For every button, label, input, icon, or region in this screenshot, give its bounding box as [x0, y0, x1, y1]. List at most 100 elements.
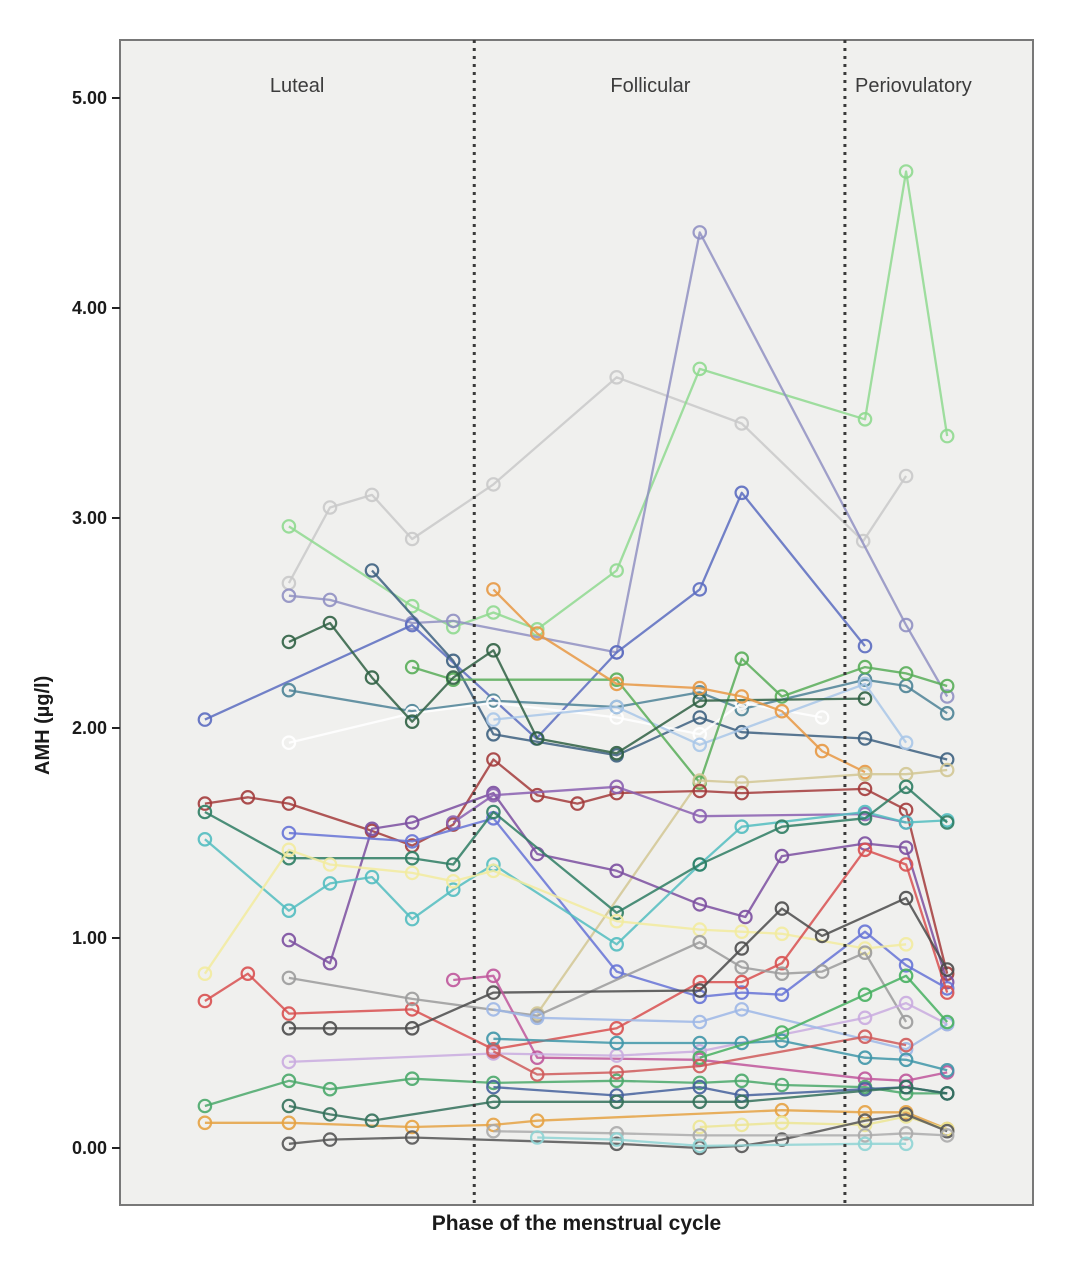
data-point-marker — [609, 563, 624, 578]
y-axis-title: AMH (µg/l) — [32, 675, 54, 775]
data-point-marker — [322, 857, 338, 872]
series-subject-01 — [281, 369, 914, 591]
series-subject-30 — [486, 1029, 914, 1082]
data-point-marker — [322, 876, 338, 891]
series-line — [204, 491, 866, 740]
data-point-marker — [486, 712, 501, 727]
data-point-marker — [692, 684, 708, 700]
data-point-marker — [486, 804, 501, 820]
data-point-marker — [609, 1094, 624, 1110]
data-point-marker — [364, 563, 380, 578]
data-point-marker — [609, 1136, 624, 1152]
data-point-marker — [939, 1086, 955, 1101]
y-tick-label: 0.00 — [72, 1138, 107, 1158]
data-point-marker — [486, 726, 501, 742]
data-point-marker — [774, 689, 790, 704]
data-point-marker — [364, 670, 380, 685]
data-point-marker — [486, 477, 501, 492]
data-point-marker — [609, 1035, 624, 1051]
data-point-marker — [529, 731, 545, 746]
data-point-marker — [734, 485, 750, 501]
data-point-marker — [898, 164, 914, 179]
data-point-marker — [529, 1010, 545, 1026]
data-point-marker — [404, 834, 420, 849]
data-point-marker — [529, 1113, 545, 1128]
data-point-marker — [609, 710, 624, 725]
data-point-marker — [857, 638, 873, 654]
series-subject-11 — [486, 582, 873, 780]
data-point-marker — [570, 796, 585, 811]
series-subject-36 — [529, 1130, 914, 1154]
data-point-marker — [322, 955, 338, 971]
data-point-marker — [240, 966, 256, 981]
series-subject-20 — [197, 842, 955, 1057]
data-point-marker — [857, 1128, 873, 1143]
data-point-marker — [609, 1073, 624, 1089]
data-point-marker — [857, 842, 873, 858]
data-point-marker — [281, 1006, 297, 1021]
data-point-marker — [857, 691, 873, 706]
data-point-marker — [939, 1063, 955, 1078]
data-point-marker — [898, 666, 914, 681]
data-point-marker — [609, 369, 624, 385]
data-point-marker — [734, 775, 750, 790]
data-point-marker — [240, 789, 256, 805]
series-line — [288, 817, 948, 998]
data-point-marker — [364, 1113, 380, 1128]
data-point-marker — [322, 500, 338, 515]
data-point-marker — [322, 1132, 338, 1147]
series-line — [493, 682, 908, 746]
data-point-marker — [486, 1123, 501, 1139]
data-point-marker — [609, 1065, 624, 1080]
series-subject-22 — [281, 890, 955, 1036]
data-point-marker — [609, 645, 624, 660]
data-point-marker — [281, 1021, 297, 1036]
data-point-marker — [734, 416, 750, 431]
data-point-marker — [734, 1073, 750, 1089]
data-point-marker — [774, 966, 790, 981]
data-point-marker — [486, 1075, 501, 1091]
data-point-marker — [939, 1128, 955, 1143]
data-point-marker — [734, 924, 750, 939]
data-point-marker — [281, 842, 297, 858]
data-point-marker — [692, 1058, 708, 1074]
data-point-marker — [404, 815, 420, 830]
data-point-marker — [609, 905, 624, 921]
data-point-marker — [898, 1079, 914, 1095]
data-point-marker — [609, 913, 624, 929]
data-point-marker — [774, 1077, 790, 1093]
data-point-marker — [322, 1021, 338, 1036]
data-point-marker — [692, 1075, 708, 1091]
data-point-marker — [281, 796, 297, 811]
data-point-marker — [609, 936, 624, 952]
data-point-marker — [609, 676, 624, 692]
data-point-marker — [486, 1117, 501, 1133]
data-point-marker — [322, 615, 338, 631]
data-point-marker — [734, 1094, 750, 1110]
data-point-marker — [281, 825, 297, 841]
data-point-marker — [898, 936, 914, 952]
data-point-marker — [529, 621, 545, 637]
data-point-marker — [692, 680, 708, 696]
series-line — [287, 376, 908, 584]
data-point-marker — [404, 1021, 420, 1036]
series-line — [537, 1136, 907, 1148]
data-point-marker — [692, 726, 708, 742]
data-point-marker — [692, 1138, 708, 1154]
data-point-marker — [939, 1014, 955, 1030]
data-point-marker — [281, 519, 297, 534]
series-subject-33 — [281, 1079, 955, 1128]
data-point-marker — [692, 857, 708, 872]
data-point-marker — [404, 659, 420, 675]
data-point-marker — [898, 815, 914, 830]
data-point-marker — [857, 1071, 873, 1086]
data-point-marker — [857, 945, 873, 960]
data-point-marker — [692, 783, 708, 799]
series-line — [288, 231, 949, 698]
data-point-marker — [738, 909, 753, 925]
data-point-marker — [898, 890, 914, 906]
data-point-marker — [404, 531, 420, 547]
data-point-marker — [486, 695, 501, 711]
data-point-marker — [281, 682, 297, 698]
data-point-marker — [281, 735, 297, 750]
